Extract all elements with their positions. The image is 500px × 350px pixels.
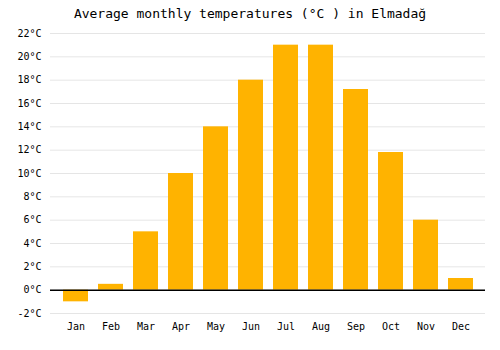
svg-text:6°C: 6°C (23, 214, 41, 225)
svg-text:10°C: 10°C (17, 168, 41, 179)
svg-text:May: May (207, 321, 225, 332)
svg-text:Jun: Jun (242, 321, 260, 332)
svg-text:Mar: Mar (137, 321, 155, 332)
svg-text:0°C: 0°C (23, 284, 41, 295)
svg-text:16°C: 16°C (17, 98, 41, 109)
svg-text:4°C: 4°C (23, 238, 41, 249)
svg-text:22°C: 22°C (17, 28, 41, 39)
svg-text:Oct: Oct (382, 321, 400, 332)
html-text:Average monthly temperatures (: Average monthly temperatures (°C ) in El… (73, 6, 427, 21)
svg-text:Jul: Jul (277, 321, 295, 332)
svg-text:Sep: Sep (347, 321, 365, 332)
svg-text:18°C: 18°C (17, 74, 41, 85)
svg-text:2°C: 2°C (23, 261, 41, 272)
svg-text:Nov: Nov (417, 321, 435, 332)
svg-text:20°C: 20°C (17, 51, 41, 62)
svg-text:Aug: Aug (312, 321, 330, 332)
svg-text:12°C: 12°C (17, 144, 41, 155)
svg-text:Apr: Apr (172, 321, 190, 332)
svg-text:Jan: Jan (67, 321, 85, 332)
svg-text:14°C: 14°C (17, 121, 41, 132)
svg-text:-2°C: -2°C (17, 308, 41, 319)
svg-text:Dec: Dec (452, 321, 470, 332)
svg-text:Feb: Feb (102, 321, 120, 332)
svg-text:8°C: 8°C (23, 191, 41, 202)
